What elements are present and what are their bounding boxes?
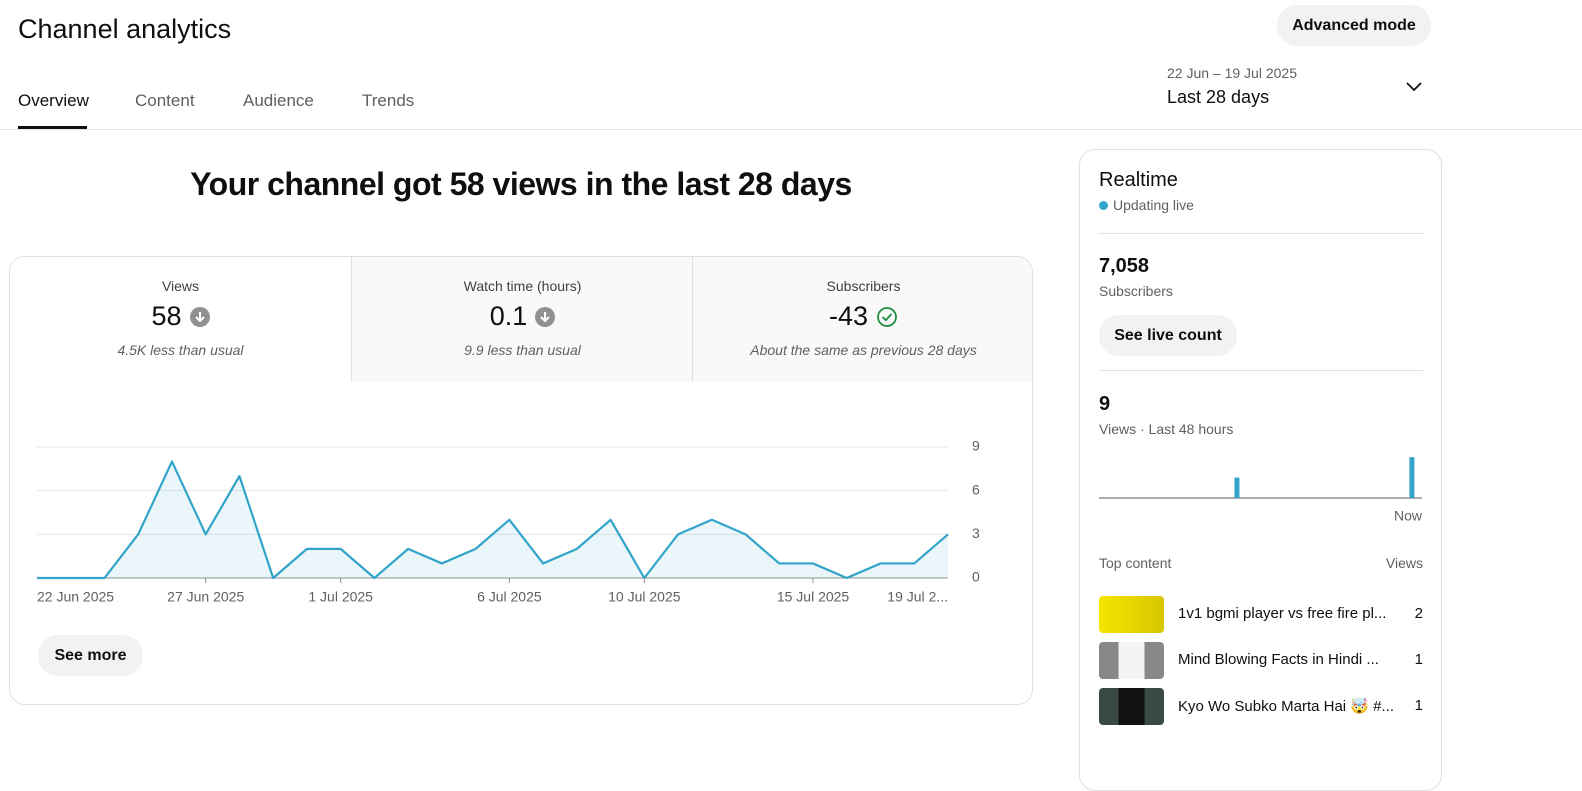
x-tick-label: 6 Jul 2025 xyxy=(477,589,542,605)
x-tick-label: 15 Jul 2025 xyxy=(777,589,850,605)
realtime-title: Realtime xyxy=(1099,169,1178,191)
metric-label: Watch time (hours) xyxy=(463,278,582,294)
realtime-status: Updating live xyxy=(1113,197,1194,213)
metric-card[interactable]: Subscribers -43 About the same as previo… xyxy=(692,257,1032,382)
top-content-label: Top content xyxy=(1099,555,1172,571)
y-tick-label: 3 xyxy=(972,525,980,541)
content-title[interactable]: 1v1 bgmi player vs free fire pl... xyxy=(1178,605,1387,622)
metric-note: 4.5K less than usual xyxy=(117,342,244,358)
bar xyxy=(1409,457,1415,498)
overview-card: Views 58 4.5K less than usual Watch time… xyxy=(9,256,1033,705)
x-tick-label: 19 Jul 2... xyxy=(887,589,948,605)
y-tick-label: 0 xyxy=(972,569,980,585)
thumbnail xyxy=(1099,596,1164,633)
subscribers-label: Subscribers xyxy=(1099,283,1173,299)
metric-card[interactable]: Views 58 4.5K less than usual xyxy=(10,257,351,382)
x-tick-label: 27 Jun 2025 xyxy=(167,589,244,605)
area xyxy=(37,461,948,578)
top-content-views-label: Views xyxy=(1385,555,1423,571)
x-tick-label: 22 Jun 2025 xyxy=(37,589,114,605)
views-label: Views · Last 48 hours xyxy=(1099,421,1234,437)
realtime-card: Realtime Updating live 7,058 Subscribers… xyxy=(1079,149,1442,791)
views-count: 9 xyxy=(1099,393,1111,415)
line xyxy=(37,460,949,580)
thumbnail xyxy=(1099,688,1164,725)
content-title[interactable]: Kyo Wo Subko Marta Hai 🤯 #... xyxy=(1178,698,1394,715)
subscribers-count: 7,058 xyxy=(1099,255,1150,277)
metric-label: Views xyxy=(161,278,200,294)
advanced-mode-button[interactable]: Advanced mode xyxy=(1277,5,1431,46)
x-tick-label: 10 Jul 2025 xyxy=(608,589,681,605)
dropdown-icon xyxy=(1406,82,1422,92)
realtime-chart: Now xyxy=(1099,457,1423,524)
metric-value: 58 xyxy=(151,301,182,331)
tab[interactable]: Content xyxy=(135,91,195,110)
metric-value: 0.1 xyxy=(489,301,528,331)
metric-note: About the same as previous 28 days xyxy=(750,342,977,358)
divider xyxy=(1099,233,1423,234)
tab[interactable]: Overview xyxy=(18,91,89,110)
metric-label: Subscribers xyxy=(826,278,901,294)
x-tick-label: Now xyxy=(1394,508,1423,524)
content-views: 2 xyxy=(1414,605,1423,622)
y-tick-label: 9 xyxy=(972,438,980,454)
x-tick-label: 1 Jul 2025 xyxy=(308,589,373,605)
date-range: 22 Jun – 19 Jul 2025 xyxy=(1167,65,1297,81)
metric-card[interactable]: Watch time (hours) 0.1 9.9 less than usu… xyxy=(351,257,693,382)
y-tick-label: 6 xyxy=(972,481,980,497)
divider xyxy=(1099,370,1423,371)
date-range-label: Last 28 days xyxy=(1167,87,1270,107)
content-title[interactable]: Mind Blowing Facts in Hindi ... xyxy=(1178,651,1379,668)
down-icon xyxy=(535,306,556,327)
metric-note: 9.9 less than usual xyxy=(464,342,581,358)
thumbnail xyxy=(1099,642,1164,679)
check-icon xyxy=(877,306,897,327)
content-views: 1 xyxy=(1414,697,1423,714)
live-count-button[interactable]: See live count xyxy=(1099,315,1237,356)
views-chart: 0 3 6 9 22 Jun 2025 27 Jun 2025 1 Jul 2025 6 Ju… xyxy=(37,438,980,605)
live-dot xyxy=(1099,200,1108,210)
content-views: 1 xyxy=(1414,651,1423,668)
page-title: Channel analytics xyxy=(18,14,232,44)
tab-divider xyxy=(0,129,1582,130)
page: Channel analytics Advanced mode Overview… xyxy=(0,5,1582,791)
tab[interactable]: Audience xyxy=(243,91,314,110)
headline: Your channel got 58 views in the last 28… xyxy=(190,166,852,202)
bar xyxy=(1234,477,1240,498)
down-icon xyxy=(189,306,210,327)
tab[interactable]: Trends xyxy=(362,91,415,110)
metric-value: -43 xyxy=(828,301,869,331)
tab-indicator xyxy=(18,126,87,129)
see-more-button[interactable]: See more xyxy=(38,635,143,676)
